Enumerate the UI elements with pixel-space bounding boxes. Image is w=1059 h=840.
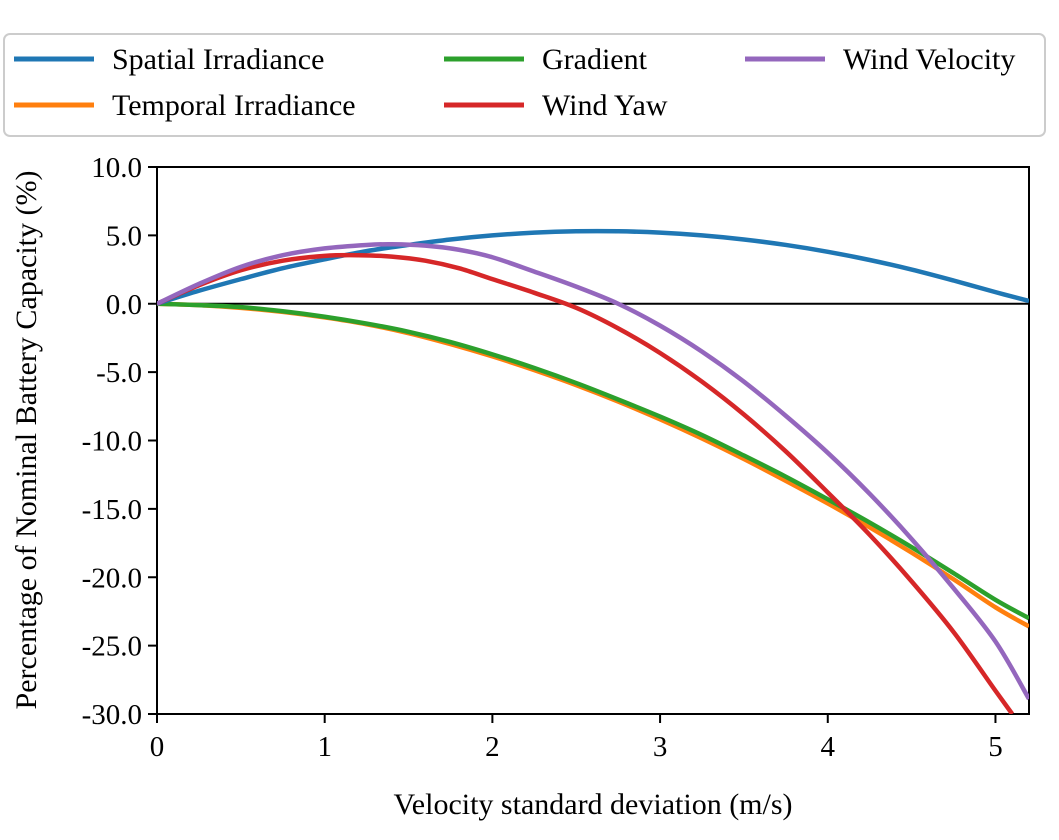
y-tick-label: -10.0	[82, 426, 142, 458]
legend: Spatial Irradiance Temporal Irradiance Gra…	[3, 33, 1046, 137]
x-tick-label: 1	[317, 731, 332, 763]
y-tick-label: 10.0	[91, 152, 142, 184]
y-tick-label: -15.0	[82, 494, 142, 526]
x-tick-label: 3	[653, 731, 668, 763]
y-axis-label: Percentage of Nominal Battery Capacity (…	[10, 171, 43, 710]
y-tick-label: -30.0	[82, 699, 142, 731]
y-tick-label: -20.0	[82, 562, 142, 594]
plot-frame	[156, 166, 1030, 715]
x-tick-label: 0	[150, 731, 165, 763]
y-tick-label: 0.0	[106, 289, 142, 321]
x-tick-label: 5	[988, 731, 1003, 763]
y-tick-label: 5.0	[106, 220, 142, 252]
series-line-wind-yaw	[157, 252, 1015, 714]
x-tick-label: 4	[821, 731, 836, 763]
series-line-gradient	[157, 301, 1029, 621]
legend-label-temporal-irradiance: Temporal Irradiance	[112, 89, 356, 122]
legend-label-wind-velocity: Wind Velocity	[843, 43, 1015, 76]
legend-label-spatial-irradiance: Spatial Irradiance	[112, 43, 324, 76]
y-tick-label: -5.0	[96, 357, 142, 389]
x-tick-label: 2	[485, 731, 500, 763]
legend-label-gradient: Gradient	[542, 43, 648, 76]
series-line-temporal-irradiance	[157, 301, 1029, 629]
legend-label-wind-yaw: Wind Yaw	[542, 89, 668, 122]
y-tick-label: -25.0	[82, 631, 142, 663]
series-line-spatial-irradiance	[157, 228, 1029, 306]
series-line-wind-velocity	[157, 241, 1029, 701]
x-axis-label: Velocity standard deviation (m/s)	[393, 788, 792, 821]
